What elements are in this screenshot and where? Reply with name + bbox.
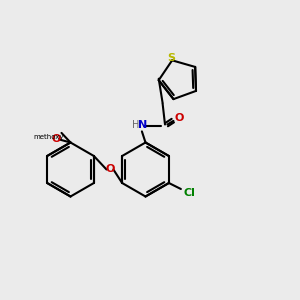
- Text: methoxy: methoxy: [33, 134, 64, 140]
- Text: S: S: [167, 53, 175, 63]
- Text: N: N: [138, 120, 147, 130]
- Text: O: O: [174, 113, 184, 123]
- Text: O: O: [105, 164, 115, 174]
- Text: Cl: Cl: [183, 188, 195, 199]
- Text: H: H: [132, 120, 140, 130]
- Text: O: O: [52, 134, 61, 144]
